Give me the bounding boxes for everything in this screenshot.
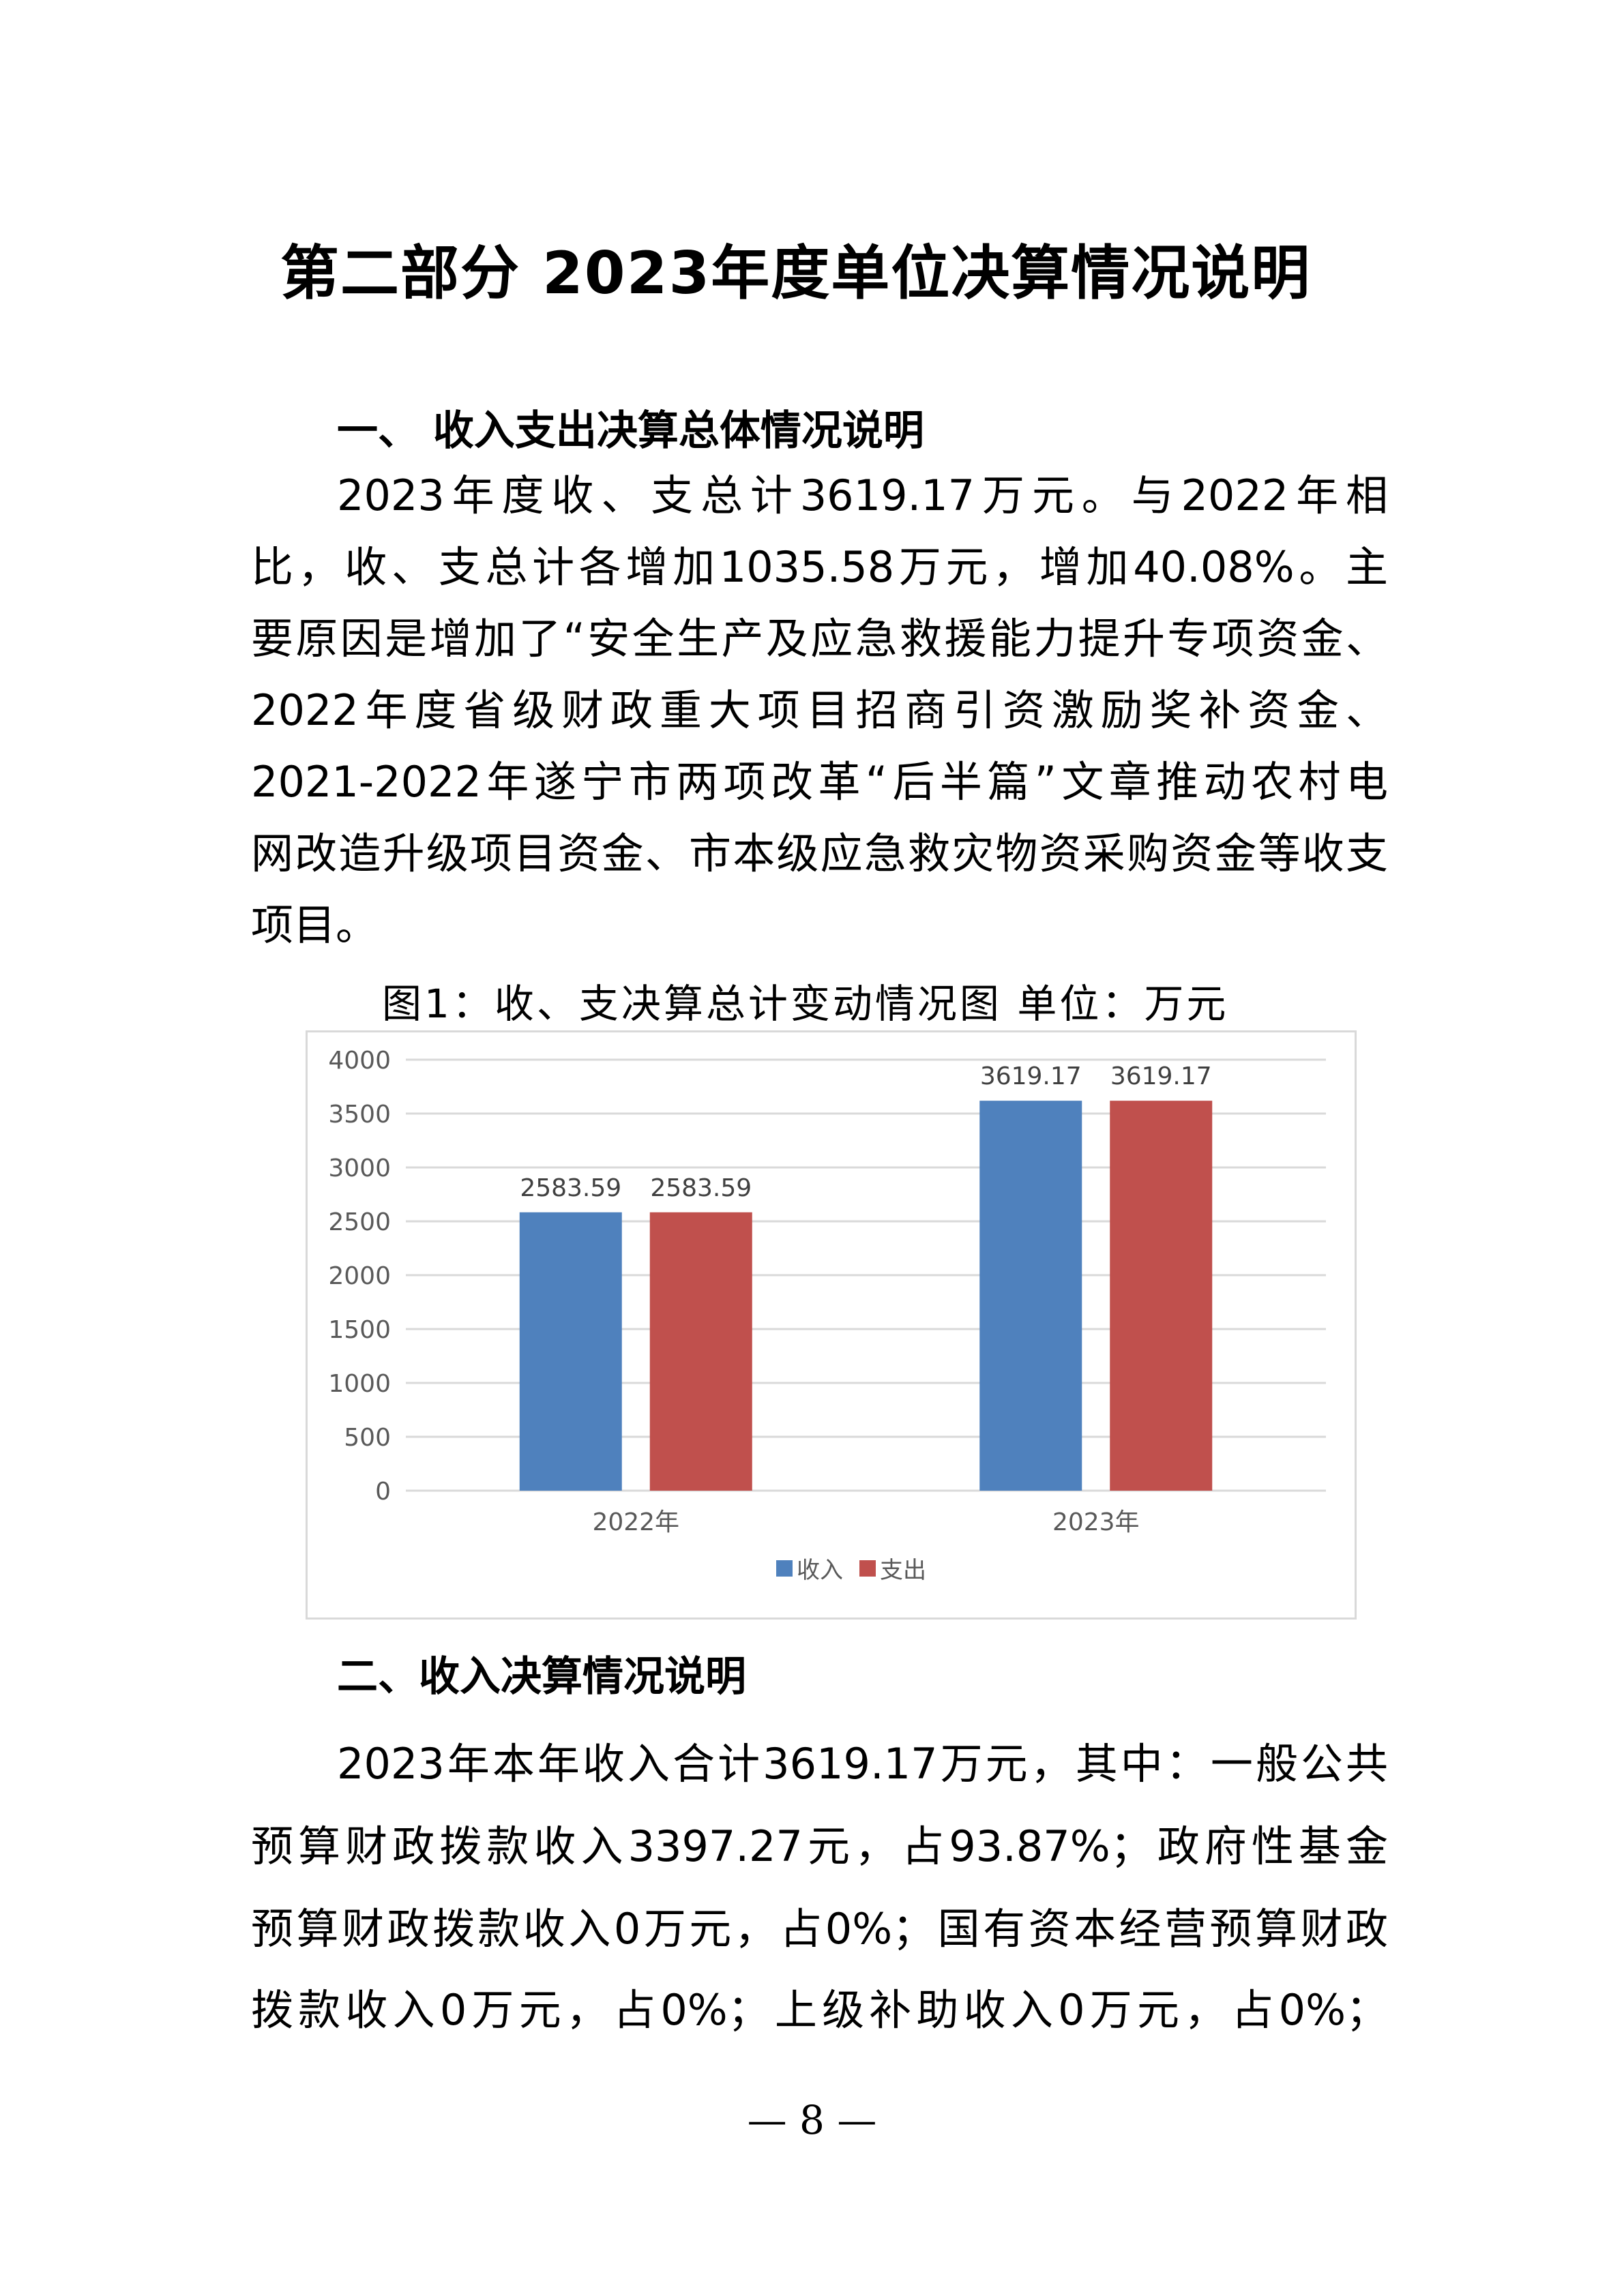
y-tick-label: 2500 — [328, 1208, 391, 1236]
x-tick-label: 2022年 — [592, 1508, 679, 1536]
y-tick-label: 500 — [344, 1424, 391, 1452]
data-label: 3619.17 — [980, 1062, 1082, 1090]
data-label: 2583.59 — [520, 1174, 621, 1202]
bar-支出-2022年 — [649, 1212, 752, 1491]
y-tick-label: 0 — [375, 1478, 391, 1506]
paragraph-line: 项目。 — [251, 900, 379, 950]
data-label: 3619.17 — [1110, 1062, 1212, 1090]
bar-收入-2023年 — [979, 1101, 1082, 1491]
section-heading-2: 二、收入决算情况说明 — [337, 1653, 746, 1701]
bar-chart: 0 500 1000 1500 2000 2500 3000 3500 4000 2022年 258… — [328, 1047, 1326, 1584]
bar-收入-2022年 — [519, 1212, 622, 1491]
y-tick-label: 1500 — [328, 1316, 391, 1344]
bar-支出-2023年 — [1110, 1101, 1213, 1491]
paragraph-line: 要原因是增加了“安全生产及应急救援能力提升专项资金、 — [251, 614, 1388, 664]
legend-label: 收入 — [797, 1557, 843, 1584]
data-label: 2583.59 — [650, 1174, 752, 1202]
paragraph-line: 拨款收入0万元，占0%；上级补助收入0万元，占0%； — [251, 1985, 1388, 2035]
paragraph-line: 网改造升级项目资金、市本级应急救灾物资采购资金等收支 — [251, 829, 1388, 878]
paragraph-line: 2023年本年收入合计3619.17万元，其中：一般公共 — [337, 1739, 1388, 1789]
chart-frame — [306, 1030, 1357, 1620]
x-tick-label: 2023年 — [1052, 1508, 1140, 1536]
legend-swatch — [776, 1560, 793, 1577]
paragraph-line: 2023年度收、支总计3619.17万元。与2022年相 — [337, 471, 1388, 520]
paragraph-line: 2021-2022年遂宁市两项改革“后半篇”文章推动农村电 — [251, 757, 1388, 807]
paragraph-line: 预算财政拨款收入3397.27元，占93.87%；政府性基金 — [251, 1821, 1388, 1871]
y-tick-label: 3500 — [328, 1101, 391, 1129]
paragraph-line: 比，收、支总计各增加1035.58万元，增加40.08%。主 — [251, 542, 1388, 592]
y-tick-label: 4000 — [328, 1047, 391, 1075]
paragraph-line: 2022年度省级财政重大项目招商引资激励奖补资金、 — [251, 685, 1388, 735]
legend-swatch — [859, 1560, 876, 1577]
y-tick-label: 2000 — [328, 1262, 391, 1290]
legend-label: 支出 — [880, 1557, 926, 1584]
page-number: — 8 — — [747, 2097, 877, 2143]
page-title: 第二部分 2023年度单位决算情况说明 — [280, 239, 1312, 308]
y-tick-label: 3000 — [328, 1154, 391, 1182]
section-heading-1: 一、 收入支出决算总体情况说明 — [337, 407, 924, 455]
paragraph-line: 预算财政拨款收入0万元，占0%；国有资本经营预算财政 — [251, 1904, 1388, 1954]
figure-caption: 图1：收、支决算总计变动情况图 单位：万元 — [382, 981, 1229, 1027]
y-tick-label: 1000 — [328, 1370, 391, 1398]
